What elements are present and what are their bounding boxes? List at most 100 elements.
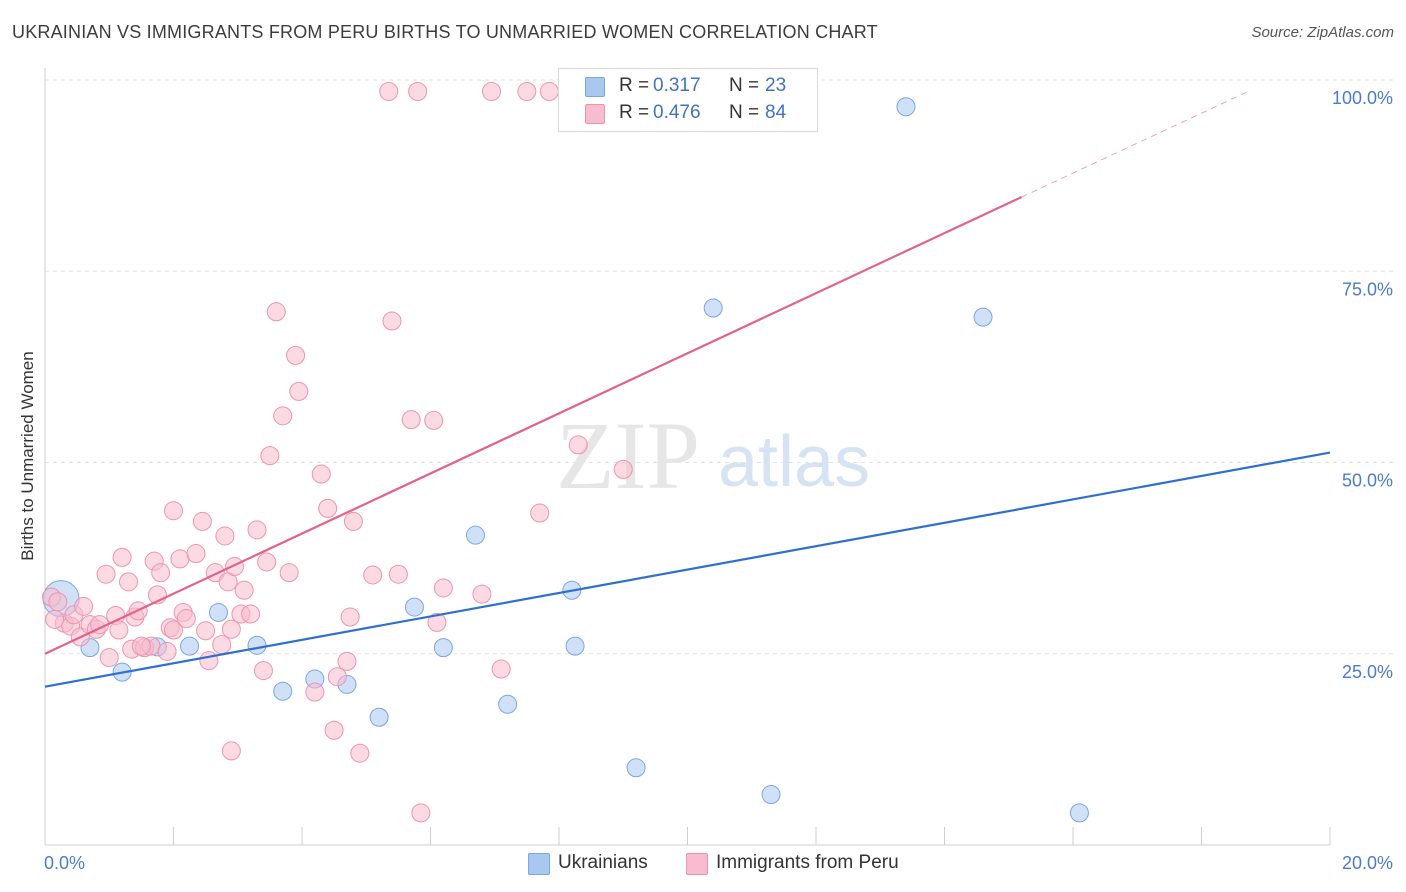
peru-point xyxy=(318,498,338,518)
peru-point xyxy=(99,648,119,668)
ukrainians-point xyxy=(180,636,200,656)
peru-point xyxy=(517,81,537,101)
peru-point xyxy=(411,803,431,823)
peru-point xyxy=(324,720,344,740)
peru-point xyxy=(192,511,212,531)
peru-point xyxy=(482,81,502,101)
x-tick-label: 0.0% xyxy=(44,853,85,873)
peru-point xyxy=(131,636,151,656)
peru-point xyxy=(170,549,190,569)
legend-n-value: 23 xyxy=(765,75,787,96)
peru-point xyxy=(350,743,370,763)
ukrainians-trend-line xyxy=(44,451,1331,688)
peru-point xyxy=(289,381,309,401)
peru-point xyxy=(212,635,232,655)
bottom-legend-swatch-ukrainians xyxy=(528,853,550,875)
ukrainians-point xyxy=(1069,803,1089,823)
peru-point xyxy=(401,410,421,430)
ukrainians-point xyxy=(247,635,267,655)
watermark-zip: ZIP xyxy=(556,402,700,509)
peru-point xyxy=(273,406,293,426)
peru-point xyxy=(112,547,132,567)
peru-points xyxy=(41,81,633,823)
ukrainians-point xyxy=(703,298,723,318)
peru-point xyxy=(119,572,139,592)
peru-point xyxy=(247,520,267,540)
peru-point xyxy=(45,609,65,629)
peru-point xyxy=(286,345,306,365)
peru-point xyxy=(279,563,299,583)
peru-point xyxy=(96,564,116,584)
peru-point xyxy=(199,651,219,671)
peru-point xyxy=(613,459,633,479)
ukrainians-point xyxy=(896,97,916,117)
source-label: Source: ZipAtlas.com xyxy=(1251,24,1394,41)
legend-swatch-ukrainians xyxy=(585,77,605,97)
ukrainians-point xyxy=(498,694,518,714)
chart-title: UKRAINIAN VS IMMIGRANTS FROM PERU BIRTHS… xyxy=(12,22,878,42)
peru-point xyxy=(234,580,254,600)
peru-point xyxy=(491,659,511,679)
peru-point xyxy=(472,584,492,604)
peru-point xyxy=(311,464,331,484)
peru-point xyxy=(266,302,286,322)
peru-point xyxy=(379,81,399,101)
ukrainians-point xyxy=(404,597,424,617)
peru-point xyxy=(164,620,183,640)
y-tick-label: 50.0% xyxy=(1342,471,1393,491)
ukrainians-point xyxy=(465,525,485,545)
legend-r-value: 0.317 xyxy=(653,75,701,96)
bottom-legend-swatch-peru xyxy=(686,853,708,875)
peru-point xyxy=(530,503,550,523)
peru-point xyxy=(176,609,196,629)
peru-point xyxy=(568,435,588,455)
peru-point xyxy=(157,641,177,661)
watermark-atlas: atlas xyxy=(718,422,870,502)
peru-point xyxy=(340,607,360,627)
peru-point xyxy=(433,578,453,598)
peru-point xyxy=(539,81,559,101)
peru-point xyxy=(186,544,206,564)
axes xyxy=(44,68,1331,846)
peru-point xyxy=(427,612,447,632)
peru-point xyxy=(388,564,408,584)
legend-n-value: 84 xyxy=(765,102,787,123)
bottom-legend-label: Ukrainians xyxy=(558,852,648,873)
trend-lines xyxy=(44,91,1331,688)
peru-point xyxy=(260,446,280,466)
peru-point xyxy=(74,596,94,616)
legend: R = 0.317 N = 23 R = 0.476 N = 84 xyxy=(558,68,818,132)
peru-point xyxy=(48,592,68,612)
peru-point xyxy=(221,741,241,761)
ukrainians-point xyxy=(565,636,585,656)
peru-point xyxy=(241,604,261,624)
legend-r-value: 0.476 xyxy=(653,102,701,123)
peru-trend-extension xyxy=(1021,91,1247,198)
peru-point xyxy=(363,565,383,585)
peru-point xyxy=(109,620,129,640)
ukrainians-point xyxy=(369,707,389,727)
ukrainians-point xyxy=(973,307,993,327)
y-tick-label: 25.0% xyxy=(1342,662,1393,682)
ukrainians-point xyxy=(208,602,228,622)
peru-point xyxy=(215,526,235,546)
x-tick-label: 20.0% xyxy=(1342,853,1393,873)
legend-n-label: N = xyxy=(729,102,760,123)
peru-point xyxy=(221,619,241,639)
peru-point xyxy=(253,661,273,681)
y-tick-label: 100.0% xyxy=(1332,88,1393,108)
peru-point xyxy=(337,651,357,671)
peru-point xyxy=(164,501,183,521)
peru-trend-line xyxy=(44,196,1023,655)
peru-point xyxy=(257,552,277,572)
ukrainians-point xyxy=(626,758,646,778)
y-tick-label: 75.0% xyxy=(1342,279,1393,299)
peru-point xyxy=(343,511,363,531)
legend-swatch-peru xyxy=(585,104,605,124)
peru-point xyxy=(382,311,402,331)
legend-n-label: N = xyxy=(729,75,760,96)
peru-point xyxy=(424,410,444,430)
ukrainians-point xyxy=(433,638,453,658)
tick-labels: 25.0% 50.0% 75.0% 100.0% 0.0% 20.0% xyxy=(44,88,1393,873)
